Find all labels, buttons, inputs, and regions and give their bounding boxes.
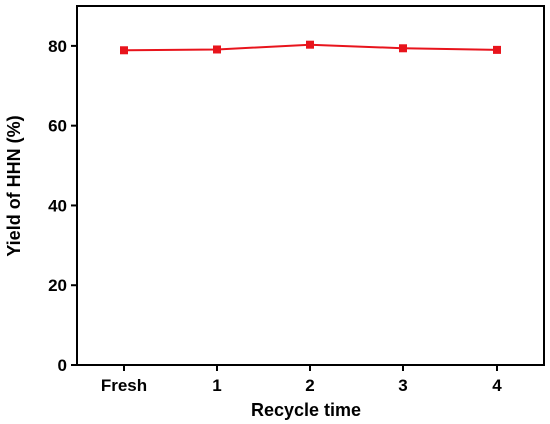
y-tick-label-0: 0 [58, 356, 67, 375]
y-tick-label-20: 20 [48, 276, 67, 295]
x-tick-label-0: Fresh [101, 376, 147, 395]
data-point-1 [213, 45, 221, 54]
data-point-3 [399, 44, 407, 53]
x-tick-label-2: 2 [305, 376, 314, 395]
data-point-fresh [120, 46, 128, 55]
x-tick-label-1: 1 [212, 376, 221, 395]
y-tick-label-40: 40 [48, 196, 67, 215]
data-point-2 [306, 40, 314, 49]
x-tick-label-4: 4 [492, 376, 502, 395]
x-axis-title: Recycle time [251, 400, 361, 420]
y-axis-title: Yield of HHN (%) [4, 115, 24, 256]
data-point-4 [493, 45, 501, 54]
y-tick-label-60: 60 [48, 117, 67, 136]
y-tick-label-80: 80 [48, 37, 67, 56]
x-tick-label-3: 3 [398, 376, 407, 395]
plot-border [76, 5, 545, 366]
